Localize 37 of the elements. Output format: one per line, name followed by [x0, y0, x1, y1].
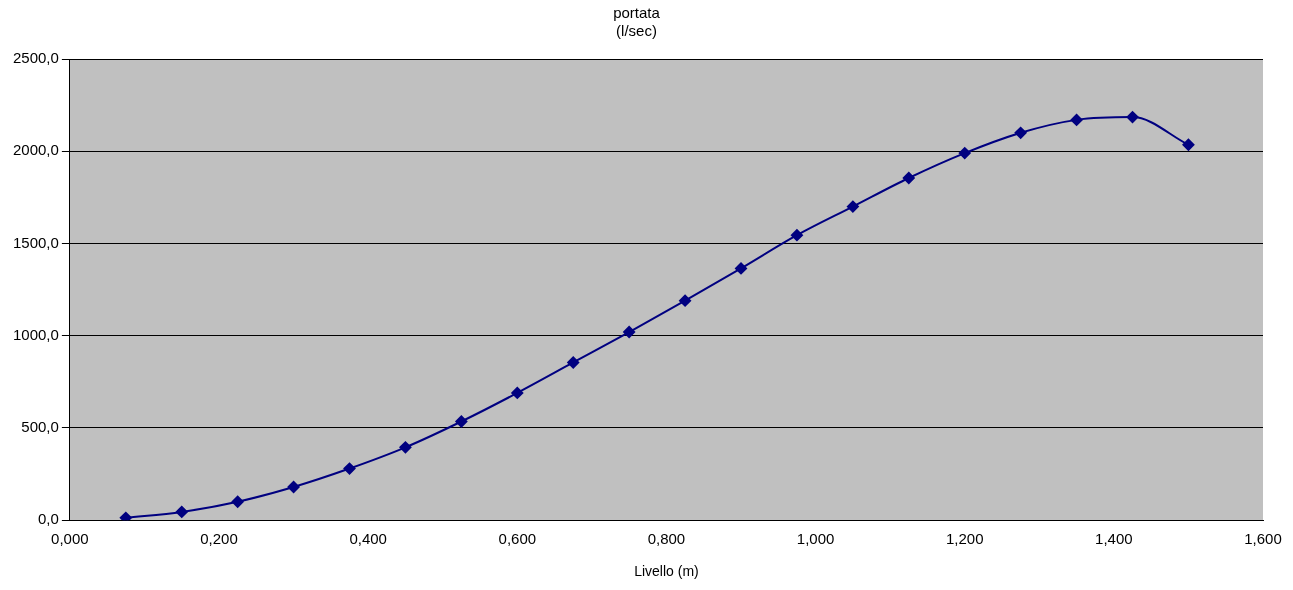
point — [567, 356, 580, 369]
point — [455, 415, 468, 428]
point — [175, 505, 188, 518]
point — [623, 326, 636, 339]
point — [846, 200, 859, 213]
y-tick-label: 500,0 — [21, 418, 59, 436]
x-axis-title: Livello (m) — [634, 563, 699, 580]
x-tick-label: 0,400 — [349, 530, 387, 548]
x-tick-label: 1,000 — [796, 530, 835, 548]
point — [735, 262, 748, 275]
x-tick-label: 0,000 — [51, 530, 89, 548]
x-tick-label: 0,600 — [498, 530, 537, 548]
x-tick-label: 1,400 — [1095, 530, 1133, 548]
y-tick-label: 2000,0 — [12, 141, 59, 159]
point — [399, 441, 412, 454]
point — [343, 462, 356, 475]
chart-title: portata (l/sec) — [613, 4, 661, 40]
x-tick-label: 1,600 — [1244, 530, 1282, 548]
point — [790, 229, 803, 242]
point — [287, 480, 300, 493]
point — [231, 495, 244, 508]
y-tick-label: 2500,0 — [12, 49, 59, 67]
y-tick-label: 0,0 — [38, 510, 59, 528]
point — [511, 386, 524, 399]
point — [1126, 111, 1139, 124]
point — [119, 511, 132, 521]
point — [958, 147, 971, 160]
y-tick-label: 1500,0 — [12, 233, 59, 251]
x-tick-label: 0,800 — [647, 530, 686, 548]
point — [1182, 138, 1195, 151]
point — [902, 171, 915, 184]
y-tick-label: 1000,0 — [12, 325, 59, 343]
x-tick-label: 1,200 — [945, 530, 984, 548]
point — [1014, 126, 1027, 139]
point — [679, 294, 692, 307]
point — [1070, 113, 1083, 126]
x-tick-label: 0,200 — [200, 530, 238, 548]
